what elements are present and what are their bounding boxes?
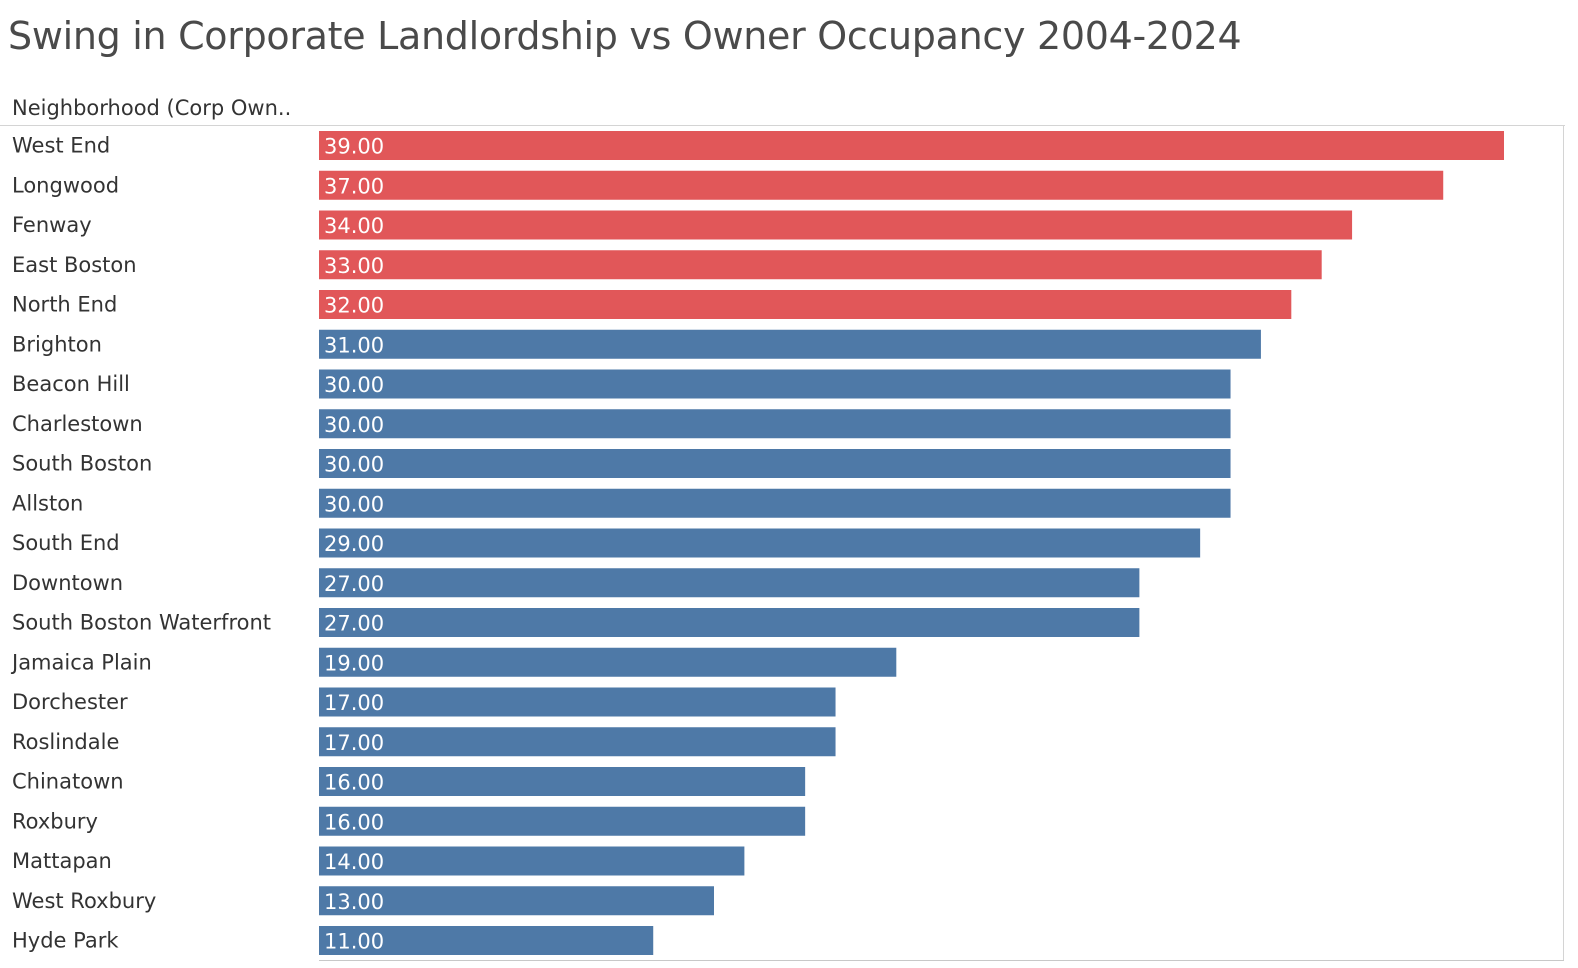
- category-label: South End: [12, 531, 120, 555]
- bar[interactable]: [319, 846, 745, 876]
- bar-value-label: 37.00: [324, 174, 384, 198]
- header-divider: [0, 125, 1565, 126]
- category-label: West End: [12, 134, 110, 158]
- bar-value-label: 30.00: [324, 453, 384, 477]
- bar-value-label: 32.00: [324, 294, 384, 318]
- bar[interactable]: [319, 767, 806, 796]
- category-label: East Boston: [12, 253, 137, 277]
- row-header-label[interactable]: Neighborhood (Corp Own..: [12, 96, 292, 120]
- bar-value-label: 30.00: [324, 373, 384, 397]
- bar-value-label: 34.00: [324, 214, 384, 238]
- category-label: Roslindale: [12, 730, 119, 754]
- bar[interactable]: [319, 528, 1201, 558]
- bar[interactable]: [319, 488, 1231, 518]
- bar-value-label: 14.00: [324, 850, 384, 874]
- bar-value-label: 39.00: [324, 135, 384, 159]
- bar[interactable]: [319, 170, 1444, 200]
- bar-value-label: 30.00: [324, 492, 384, 516]
- pane-right-border: [1563, 125, 1564, 961]
- pane-bottom-rule: [319, 960, 1564, 961]
- category-label: Longwood: [12, 173, 119, 197]
- category-label: Hyde Park: [12, 929, 119, 953]
- bar-value-label: 17.00: [324, 691, 384, 715]
- bar-value-label: 27.00: [324, 572, 384, 596]
- category-label: West Roxbury: [12, 889, 156, 913]
- category-label: Jamaica Plain: [10, 650, 152, 674]
- category-label: Chinatown: [12, 770, 124, 794]
- chart-title: Swing in Corporate Landlordship vs Owner…: [8, 14, 1242, 58]
- category-label: Roxbury: [12, 809, 98, 833]
- bar[interactable]: [319, 687, 836, 717]
- category-label: Brighton: [12, 332, 102, 356]
- bar-value-label: 19.00: [324, 651, 384, 675]
- bar-value-label: 30.00: [324, 413, 384, 437]
- bar-value-label: 33.00: [324, 254, 384, 278]
- category-label: Charlestown: [12, 412, 143, 436]
- bar[interactable]: [319, 608, 1140, 637]
- category-label: Dorchester: [12, 690, 128, 714]
- bar[interactable]: [319, 131, 1504, 160]
- bar-value-label: 13.00: [324, 890, 384, 914]
- category-label: Beacon Hill: [12, 372, 130, 396]
- category-label: South Boston Waterfront: [12, 611, 271, 635]
- bar-value-label: 11.00: [324, 930, 384, 954]
- bar[interactable]: [319, 409, 1231, 439]
- bar-value-label: 17.00: [324, 731, 384, 755]
- category-label: Allston: [12, 491, 83, 515]
- bar-value-label: 29.00: [324, 532, 384, 556]
- bar[interactable]: [319, 568, 1140, 598]
- category-label: North End: [12, 293, 117, 317]
- category-label: Fenway: [12, 213, 92, 237]
- bar-value-label: 16.00: [324, 810, 384, 834]
- bar[interactable]: [319, 250, 1322, 280]
- bar-value-label: 16.00: [324, 771, 384, 795]
- category-label: South Boston: [12, 452, 152, 476]
- bar-value-label: 27.00: [324, 612, 384, 636]
- category-label: Mattapan: [12, 849, 112, 873]
- bar[interactable]: [319, 806, 806, 836]
- bar-value-label: 31.00: [324, 333, 384, 357]
- bar[interactable]: [319, 926, 654, 955]
- bar[interactable]: [319, 886, 714, 916]
- bar[interactable]: [319, 727, 836, 757]
- bar[interactable]: [319, 449, 1231, 478]
- bar[interactable]: [319, 369, 1231, 399]
- bar[interactable]: [319, 210, 1353, 240]
- category-label: Downtown: [12, 571, 123, 595]
- bar[interactable]: [319, 290, 1292, 319]
- bar[interactable]: [319, 647, 897, 677]
- bar[interactable]: [319, 329, 1261, 359]
